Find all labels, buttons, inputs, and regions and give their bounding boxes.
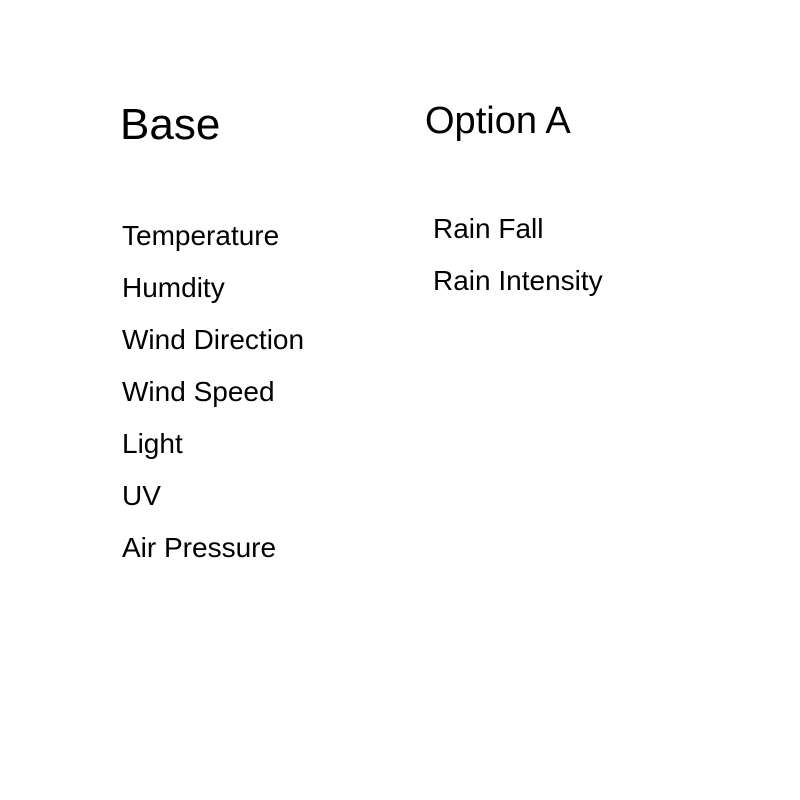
list-item: Rain Intensity — [433, 265, 725, 297]
option-a-feature-list: Rain Fall Rain Intensity — [425, 213, 725, 297]
base-column: Base Temperature Humdity Wind Direction … — [120, 100, 425, 564]
list-item: Air Pressure — [122, 532, 425, 564]
list-item: Rain Fall — [433, 213, 725, 245]
feature-comparison-container: Base Temperature Humdity Wind Direction … — [0, 0, 800, 564]
base-feature-list: Temperature Humdity Wind Direction Wind … — [120, 220, 425, 564]
list-item: Humdity — [122, 272, 425, 304]
list-item: Temperature — [122, 220, 425, 252]
list-item: Wind Speed — [122, 376, 425, 408]
option-a-heading: Option A — [425, 100, 725, 143]
list-item: Wind Direction — [122, 324, 425, 356]
base-heading: Base — [120, 100, 425, 150]
list-item: UV — [122, 480, 425, 512]
option-a-column: Option A Rain Fall Rain Intensity — [425, 100, 725, 564]
list-item: Light — [122, 428, 425, 460]
